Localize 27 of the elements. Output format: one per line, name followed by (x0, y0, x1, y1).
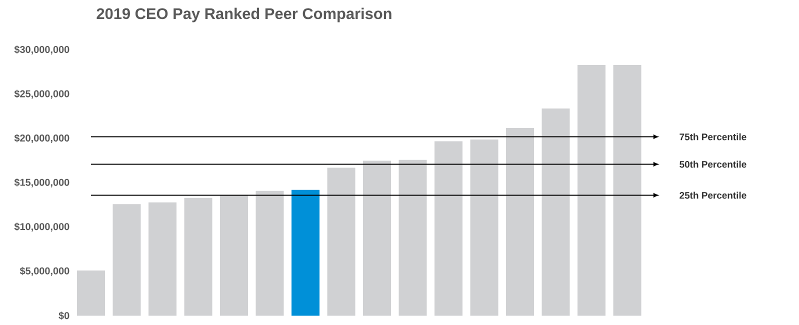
y-tick-label: $15,000,000 (14, 178, 70, 188)
bar (434, 141, 463, 316)
bar (363, 160, 392, 316)
ref-line-label: 75th Percentile (680, 133, 746, 140)
bar (184, 198, 212, 316)
bar (148, 202, 177, 316)
y-tick-label: $25,000,000 (14, 90, 70, 99)
bar (220, 195, 248, 316)
bar (470, 139, 498, 316)
bar (506, 128, 534, 316)
bar (112, 204, 141, 316)
bar (398, 160, 427, 316)
ref-line-label: 50th Percentile (680, 160, 746, 168)
chart-title: 2019 CEO Pay Ranked Peer Comparison (96, 8, 392, 22)
bar (542, 108, 570, 316)
bar (327, 168, 356, 316)
y-tick-label: $30,000,000 (14, 46, 70, 54)
ref-line-label: 25th Percentile (680, 192, 746, 199)
y-tick-label: $10,000,000 (14, 222, 70, 232)
bar (578, 65, 606, 316)
bar (613, 65, 642, 316)
bar (77, 270, 106, 316)
y-tick-label: $5,000,000 (20, 266, 70, 276)
bar (256, 190, 284, 316)
y-tick-label: $0 (58, 312, 70, 320)
y-tick-label: $20,000,000 (14, 134, 70, 144)
bar (292, 190, 320, 316)
